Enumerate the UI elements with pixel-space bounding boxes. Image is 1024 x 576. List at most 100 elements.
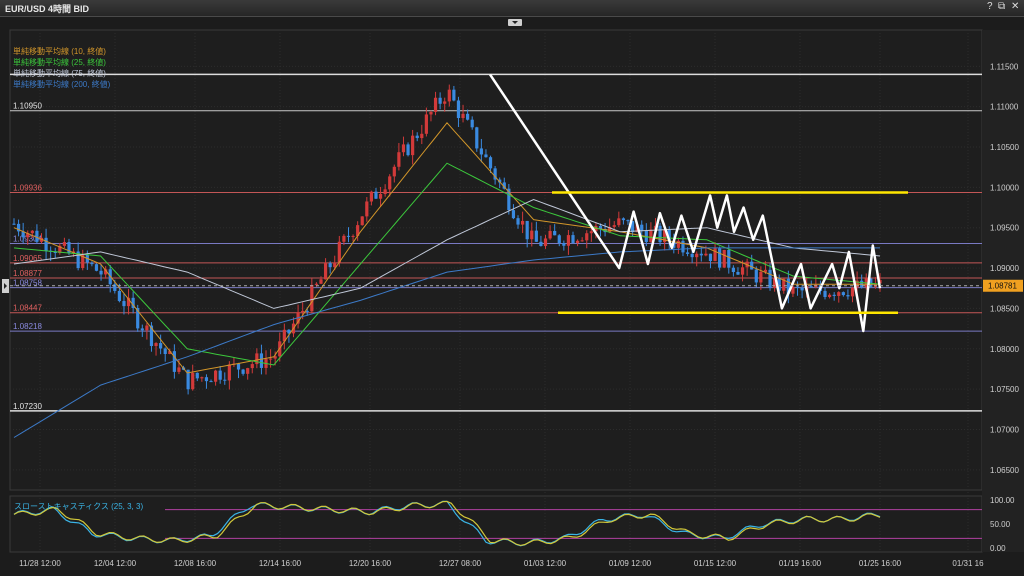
candle-body (268, 358, 273, 360)
candle-body (750, 261, 754, 270)
level-label: 1.10950 (13, 102, 42, 111)
candle-body (539, 241, 543, 246)
popout-icon[interactable]: ⧉ (998, 1, 1006, 12)
candle-body (35, 230, 39, 242)
candle-body (763, 269, 768, 272)
candle-body (466, 113, 470, 120)
candle-body (314, 283, 319, 285)
level-label: 1.07230 (13, 402, 42, 411)
candle-body (223, 379, 227, 381)
candle-body (823, 290, 827, 298)
time-tick-label: 12/20 16:00 (349, 559, 392, 568)
candle-body (502, 182, 506, 189)
candle-body (484, 154, 488, 158)
drawn-zigzag-line[interactable] (488, 73, 882, 333)
candle-body (319, 279, 323, 284)
moving-average-line (13, 162, 881, 366)
time-tick-label: 11/28 12:00 (19, 559, 61, 568)
candle-body (571, 235, 575, 243)
candle-body (557, 235, 561, 244)
price-tick-label: 1.09000 (990, 264, 1019, 273)
candle-body (630, 221, 635, 233)
candle-body (76, 251, 80, 269)
candle-body (443, 101, 447, 104)
price-tick-label: 1.08000 (990, 345, 1019, 354)
time-tick-label: 01/31 16 (952, 559, 984, 568)
candle-body (731, 267, 735, 272)
time-tick-label: 01/09 12:00 (609, 559, 652, 568)
collapse-panel-button[interactable] (508, 19, 522, 26)
candle-body (186, 369, 190, 390)
candle-body (777, 277, 781, 291)
candle-body (580, 240, 584, 242)
candle-body (488, 157, 493, 169)
price-tick-label: 1.07000 (990, 425, 1019, 434)
candle-body (740, 267, 745, 275)
legend-item: 単純移動平均線 (10, 終値) (13, 47, 106, 56)
candle-body (67, 242, 71, 254)
candle-body (456, 100, 461, 119)
candle-body (159, 343, 163, 349)
level-label: 1.09936 (13, 184, 42, 193)
candle-body (104, 269, 108, 275)
close-icon[interactable]: ✕ (1011, 1, 1020, 12)
candle-body (452, 89, 456, 101)
candle-body (44, 237, 48, 251)
candle-body (351, 235, 355, 237)
candle-body (333, 262, 337, 268)
candle-body (786, 278, 790, 294)
oscillator-tick-label: 50.00 (990, 520, 1011, 529)
time-tick-label: 01/19 16:00 (779, 559, 822, 568)
candle-body (727, 249, 731, 268)
candle-body (548, 230, 552, 239)
candle-body (566, 235, 571, 246)
candle-body (608, 226, 612, 233)
price-chart[interactable]: 1.11500 1.11000 1.10500 1.10000 1.09500 1.090… (0, 16, 1024, 576)
candle-body (809, 286, 813, 288)
candle-body (438, 97, 442, 104)
candle-body (530, 230, 534, 240)
candle-body (378, 194, 383, 199)
candle-body (149, 325, 154, 347)
candle-body (39, 237, 44, 242)
candle-body (218, 370, 222, 380)
candle-body (113, 284, 117, 291)
time-tick-label: 12/08 16:00 (174, 559, 217, 568)
candle-body (328, 263, 332, 268)
stochastic-line (13, 500, 881, 547)
candle-body (26, 233, 30, 238)
candle-body (493, 168, 497, 180)
level-label: 1.08218 (13, 322, 42, 331)
side-panel-toggle[interactable] (2, 279, 9, 293)
window-title-bar: EUR/USD 4時間 BID ? ⧉ ✕ (0, 0, 1024, 17)
moving-average-line (13, 198, 881, 309)
candle-body (479, 148, 483, 155)
candle-body (869, 278, 873, 287)
candle-body (195, 372, 199, 379)
candle-body (699, 253, 703, 256)
level-label: 1.09065 (13, 254, 42, 263)
time-tick-label: 01/15 12:00 (694, 559, 737, 568)
candle-body (81, 254, 85, 269)
help-icon[interactable]: ? (987, 1, 993, 12)
time-tick-label: 12/04 12:00 (94, 559, 137, 568)
candle-body (305, 310, 309, 312)
candle-body (695, 253, 699, 258)
candle-body (782, 278, 786, 291)
time-tick-label: 12/14 16:00 (259, 559, 302, 568)
candle-body (626, 220, 630, 222)
candle-body (177, 367, 181, 372)
candle-body (16, 223, 21, 232)
candle-body (200, 377, 204, 379)
candle-body (690, 253, 694, 258)
candle-body (621, 218, 626, 221)
level-label: 1.08877 (13, 269, 42, 278)
candle-body (397, 152, 401, 167)
candle-body (346, 235, 351, 237)
candle-body (99, 270, 103, 275)
candle-body (676, 240, 680, 248)
candle-body (117, 290, 121, 302)
candle-body (754, 269, 758, 283)
candle-body (168, 351, 172, 355)
oscillator-tick-label: 100.00 (990, 496, 1015, 505)
